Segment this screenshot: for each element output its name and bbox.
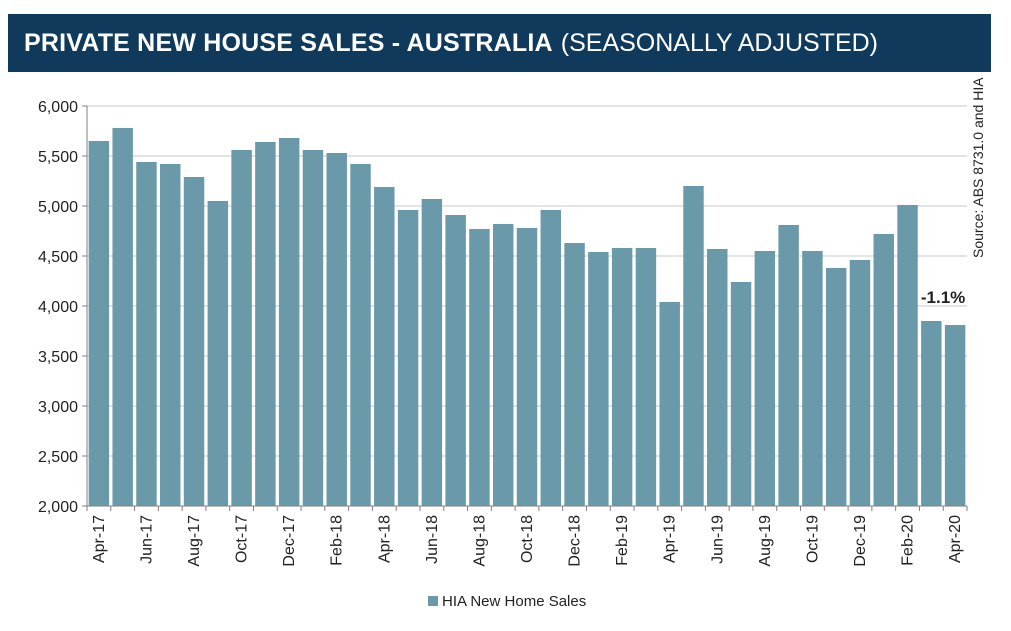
- chart-subtitle: (SEASONALLY ADJUSTED): [560, 28, 879, 57]
- bar: [278, 138, 300, 506]
- bar: [588, 252, 609, 506]
- bar: [516, 228, 538, 506]
- source-note: Source: ABS 8731.0 and HIA: [970, 77, 986, 258]
- legend-label: HIA New Home Sales: [442, 593, 586, 610]
- y-tick-label: 3,000: [38, 399, 78, 416]
- bar: [112, 128, 133, 506]
- chart-title: PRIVATE NEW HOUSE SALES - AUSTRALIA: [24, 28, 553, 57]
- y-tick-label: 5,500: [38, 149, 78, 166]
- x-tick-label: Oct-18: [519, 515, 536, 563]
- bar: [136, 162, 157, 506]
- bar: [707, 249, 728, 506]
- x-tick-label: Aug-17: [186, 515, 203, 567]
- y-tick-label: 4,000: [38, 299, 78, 316]
- bars: [88, 128, 966, 506]
- bar: [635, 248, 657, 506]
- axes: [82, 105, 968, 511]
- bar: [469, 229, 490, 506]
- bar: [207, 201, 229, 506]
- y-tick-label: 5,000: [38, 199, 78, 216]
- change-annotation: -1.1%: [921, 288, 965, 307]
- bar: [825, 268, 847, 506]
- bar: [231, 150, 252, 506]
- bar: [350, 164, 371, 506]
- legend-swatch: [428, 596, 438, 606]
- x-tick-label: Oct-19: [804, 515, 821, 563]
- x-tick-label: Oct-17: [234, 515, 251, 563]
- bar: [754, 251, 776, 506]
- bar: [611, 248, 633, 506]
- bar: [397, 210, 419, 506]
- x-tick-label: Feb-19: [614, 515, 631, 566]
- bar: [302, 150, 324, 506]
- x-tick-label: Apr-17: [91, 515, 108, 563]
- bar: [944, 325, 966, 506]
- y-tick-label: 3,500: [38, 349, 78, 366]
- x-tick-label: Jun-19: [709, 515, 726, 564]
- bar: [564, 243, 585, 506]
- x-tick-label: Jun-18: [424, 515, 441, 564]
- bar: [897, 205, 918, 506]
- bar: [492, 224, 514, 506]
- x-tick-label: Aug-18: [471, 515, 488, 567]
- bar: [540, 210, 562, 506]
- bar: [160, 164, 181, 506]
- x-tick-label: Apr-18: [376, 515, 393, 563]
- bar: [873, 234, 894, 506]
- bar: [421, 199, 443, 506]
- x-tick-label: Feb-20: [900, 515, 917, 566]
- bar: [88, 141, 110, 506]
- x-tick-label: Apr-19: [662, 515, 679, 563]
- x-tick-label: Dec-19: [852, 515, 869, 567]
- x-tick-label: Aug-19: [757, 515, 774, 567]
- bar: [374, 187, 395, 506]
- bar: [849, 260, 871, 506]
- x-tick-label: Jun-17: [138, 515, 155, 564]
- x-tick-label: Dec-18: [567, 515, 584, 567]
- bar: [778, 225, 799, 506]
- bar: [921, 321, 942, 506]
- labels: 2,000 2,500 3,000 3,500 4,000 4,500 5,000 5,500…: [38, 77, 986, 610]
- bar: [183, 177, 205, 506]
- x-tick-label: Feb-18: [329, 515, 346, 566]
- bar: [683, 186, 704, 506]
- x-tick-label: Apr-20: [947, 515, 964, 563]
- y-tick-label: 2,500: [38, 449, 78, 466]
- bar: [802, 251, 823, 506]
- bar: [255, 142, 276, 506]
- x-tick-label: Dec-17: [281, 515, 298, 567]
- bar: [445, 215, 466, 506]
- title-bar: PRIVATE NEW HOUSE SALES - AUSTRALIA (SEA…: [8, 14, 991, 72]
- bar: [730, 282, 752, 506]
- bar: [326, 153, 347, 506]
- bar: [659, 302, 680, 506]
- y-tick-label: 2,000: [38, 499, 78, 516]
- y-tick-label: 4,500: [38, 249, 78, 266]
- y-tick-label: 6,000: [38, 99, 78, 116]
